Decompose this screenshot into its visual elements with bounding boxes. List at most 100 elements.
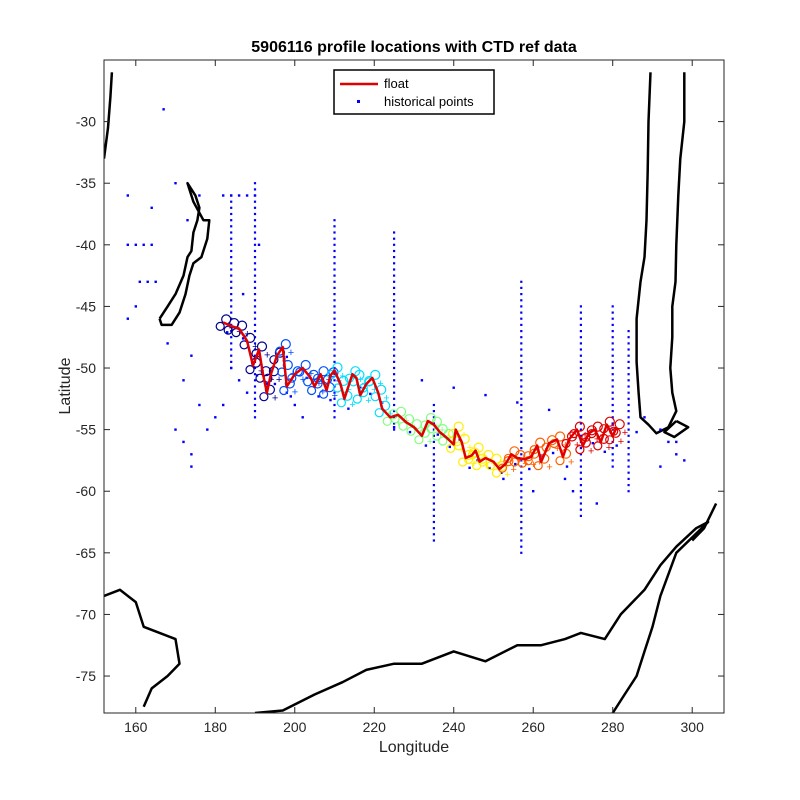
historical-point — [393, 286, 396, 289]
historical-point — [420, 379, 424, 382]
profile-marker-plus: + — [574, 440, 580, 452]
historical-point — [230, 194, 233, 197]
profile-marker — [592, 421, 603, 432]
profile-marker-plus: + — [252, 341, 258, 353]
historical-point — [333, 336, 336, 339]
profile-marker — [245, 365, 255, 375]
historical-point — [393, 299, 396, 302]
historical-point — [432, 520, 435, 524]
profile-marker — [432, 431, 442, 441]
historical-point — [520, 373, 523, 376]
historical-point — [253, 293, 257, 296]
historical-point — [230, 330, 233, 333]
x-tick-label: 240 — [442, 719, 466, 735]
profile-marker-plus: + — [332, 390, 338, 402]
historical-point — [432, 471, 435, 474]
historical-point — [126, 243, 129, 246]
historical-point — [627, 440, 630, 443]
historical-point — [579, 379, 582, 382]
historical-point — [230, 212, 233, 216]
historical-point — [253, 299, 257, 302]
y-tick-label: -70 — [76, 606, 96, 622]
profile-marker — [575, 445, 585, 455]
historical-point — [627, 366, 630, 370]
historical-point — [333, 342, 336, 345]
historical-point — [627, 354, 630, 357]
historical-point — [432, 416, 435, 419]
historical-point — [230, 225, 233, 228]
historical-point — [520, 545, 523, 548]
historical-point — [265, 382, 269, 386]
historical-point — [520, 342, 523, 345]
historical-point — [627, 373, 630, 376]
historical-point — [579, 447, 582, 450]
historical-point — [611, 330, 614, 333]
profile-marker-plus: + — [588, 446, 594, 458]
historical-point — [138, 280, 141, 283]
profile-marker-plus: + — [606, 442, 612, 454]
historical-point — [230, 206, 233, 209]
historical-point — [230, 256, 233, 259]
historical-point — [611, 391, 614, 394]
profile-marker — [223, 325, 233, 335]
historical-point — [134, 305, 137, 308]
historical-point — [154, 280, 157, 283]
profile-marker — [279, 385, 289, 396]
historical-point — [333, 379, 336, 382]
historical-point — [432, 434, 435, 437]
plot-area: + + +++++++++++++++++++++++++++++ ++ +++ ++ ++… — [76, 59, 725, 735]
historical-point — [520, 360, 523, 363]
historical-point — [579, 477, 582, 480]
historical-point — [611, 447, 614, 450]
historical-point — [520, 533, 523, 536]
profile-marker — [382, 416, 392, 426]
profile-marker — [605, 435, 615, 445]
float-track — [222, 321, 618, 471]
historical-point — [253, 373, 257, 376]
historical-point — [520, 293, 523, 296]
historical-point — [520, 440, 523, 443]
historical-point — [627, 348, 630, 351]
historical-point — [579, 502, 582, 505]
profile-marker — [555, 456, 565, 466]
profile-marker — [259, 392, 269, 402]
profile-marker — [614, 419, 625, 430]
legend: float historical points — [333, 69, 495, 115]
historical-point — [393, 422, 396, 425]
historical-point — [528, 467, 531, 471]
historical-point — [595, 502, 598, 505]
historical-point — [520, 490, 523, 493]
coastline — [104, 588, 181, 708]
historical-point — [627, 447, 630, 450]
x-tick-label: 180 — [204, 719, 228, 735]
historical-point — [627, 330, 630, 333]
historical-point — [579, 385, 582, 388]
historical-point — [627, 403, 630, 407]
profile-marker-plus: + — [530, 459, 536, 471]
historical-point — [675, 453, 678, 456]
historical-point — [520, 410, 523, 413]
profile-marker — [446, 443, 456, 453]
historical-point — [488, 466, 491, 469]
historical-point — [579, 305, 582, 308]
historical-point — [579, 354, 582, 357]
historical-point — [611, 397, 614, 400]
historical-point — [579, 317, 582, 320]
historical-point — [432, 514, 435, 517]
historical-point — [333, 305, 336, 308]
profile-marker-plus: + — [320, 387, 326, 399]
historical-point — [448, 445, 451, 449]
historical-point — [520, 323, 523, 326]
historical-point — [520, 366, 523, 370]
historical-point — [520, 508, 523, 511]
historical-point — [393, 379, 396, 382]
historical-point — [452, 386, 455, 389]
historical-point — [393, 336, 396, 339]
profile-marker-plus: + — [536, 457, 542, 469]
historical-point — [611, 354, 614, 357]
historical-point — [230, 268, 233, 271]
historical-point — [579, 410, 582, 413]
profile-marker-plus: + — [568, 457, 574, 469]
profile-marker-plus: + — [485, 462, 491, 474]
historical-point — [579, 373, 582, 376]
